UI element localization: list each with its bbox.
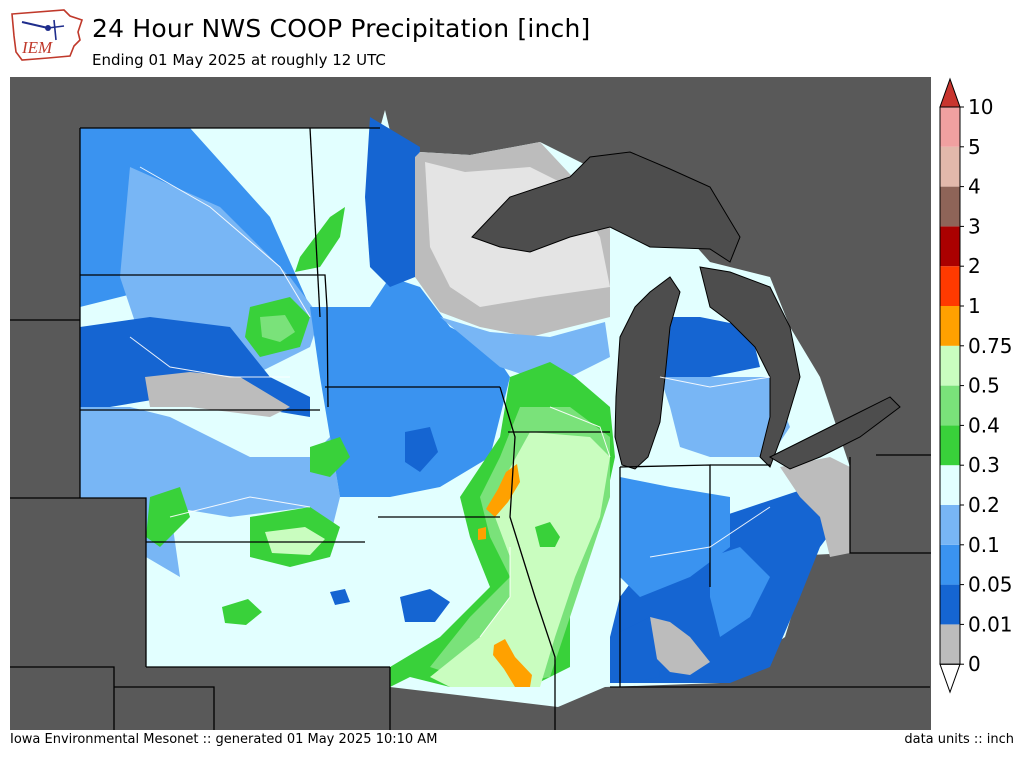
state-borders (10, 127, 931, 730)
legend-tick-label: 0 (968, 652, 981, 676)
legend-tick-label: 0.05 (968, 573, 1013, 597)
region-mo-dark (400, 589, 450, 622)
region-il-green-blob (535, 522, 560, 547)
legend-tick-label: 0.2 (968, 493, 1000, 517)
iem-logo: IEM (11, 9, 84, 61)
region-ks-green-south (222, 599, 262, 625)
legend-bin (940, 186, 960, 227)
legend-bin (940, 107, 960, 147)
region-il-pale-green (430, 432, 610, 687)
contour-lines (129, 166, 771, 638)
legend-bin (940, 425, 960, 466)
region-gray-se (145, 372, 290, 417)
legend-bin (940, 226, 960, 267)
legend-bin (940, 505, 960, 545)
legend-bin (940, 385, 960, 426)
page-subtitle: Ending 01 May 2025 at roughly 12 UTC (92, 51, 386, 69)
legend-bin (940, 584, 960, 625)
lake-michigan (614, 276, 681, 470)
region-ks-pale (265, 527, 325, 555)
footer-units: data units :: inch (904, 732, 1014, 747)
legend-bin (940, 146, 960, 187)
region-lower-mi-light (660, 377, 790, 457)
region-il-orange-3 (493, 639, 532, 687)
legend-bin (940, 465, 960, 505)
legend-tick-label: 1 (968, 294, 981, 318)
legend-tick-label: 0.01 (968, 612, 1013, 636)
legend-colorbar: 0 0.01 0.05 0.1 0.2 0.3 0.4 0.5 0.75 1 2 3 4 5 10 (939, 77, 1013, 694)
legend-tick-label: 0.1 (968, 533, 1000, 557)
legend-bin (940, 345, 960, 386)
region-wi-blue (440, 317, 610, 377)
legend-tick-label: 0.5 (968, 374, 1000, 398)
legend-tick-label: 0.3 (968, 453, 1000, 477)
region-ky-gray (650, 617, 710, 675)
region-ks-green-west (146, 487, 190, 547)
page-title: 24 Hour NWS COOP Precipitation [inch] (92, 14, 591, 43)
legend-bin (940, 306, 960, 346)
legend-under-arrow (939, 663, 961, 694)
legend-bin (940, 624, 960, 665)
logo-text: IEM (21, 38, 53, 57)
legend-tick-label: 4 (968, 175, 981, 199)
legend-labels: 0 0.01 0.05 0.1 0.2 0.3 0.4 0.5 0.75 1 2 3 4 5 10 (960, 95, 1013, 676)
region-il-orange-2 (478, 527, 486, 540)
legend-tick-label: 3 (968, 214, 981, 238)
region-ia-dark (405, 427, 438, 472)
region-il-orange-1 (486, 464, 520, 517)
legend-tick-label: 2 (968, 254, 981, 278)
footer-source: Iowa Environmental Mesonet :: generated … (10, 732, 438, 747)
legend-bin (940, 266, 960, 306)
great-lakes (471, 151, 901, 470)
legend-over-arrow (939, 77, 961, 108)
legend-bin (940, 544, 960, 585)
legend-tick-label: 10 (968, 95, 993, 119)
legend-tick-label: 0.75 (968, 334, 1013, 358)
region-mn-dark (365, 117, 420, 287)
region-ne-green-1 (295, 207, 345, 272)
region-oh-gray (780, 457, 850, 557)
region-oh-blue (710, 547, 770, 637)
legend-bars (939, 77, 961, 694)
region-ne-green-3 (260, 315, 295, 342)
legend-tick-label: 5 (968, 135, 981, 159)
region-ne-green-4 (310, 437, 350, 477)
lake-huron (699, 266, 801, 468)
legend-tick-label: 0.4 (968, 413, 1000, 437)
region-in-blue (620, 477, 730, 597)
precipitation-map (10, 77, 931, 730)
region-mo-dark-2 (330, 589, 350, 605)
lake-erie (768, 396, 901, 470)
lake-superior (471, 151, 741, 263)
region-ky-dark-bottom (610, 617, 660, 683)
